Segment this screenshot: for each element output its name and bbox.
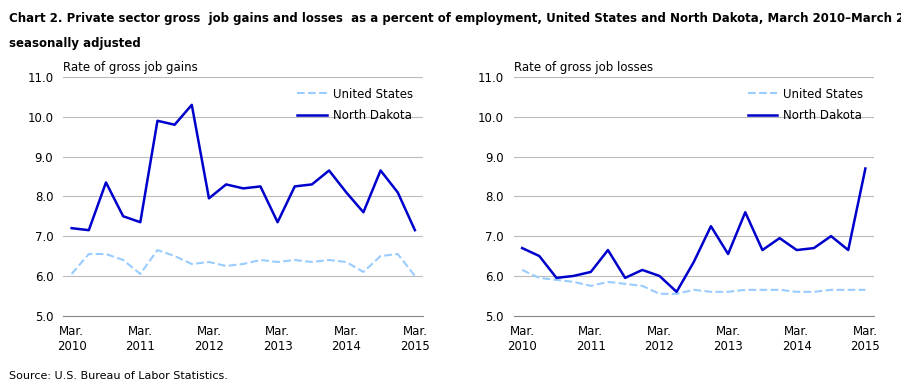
North Dakota — [169, 122, 180, 127]
Line: United States: United States — [72, 250, 414, 276]
North Dakota — [808, 246, 819, 250]
Text: seasonally adjusted: seasonally adjusted — [9, 37, 141, 50]
United States — [375, 254, 386, 258]
North Dakota — [187, 102, 197, 107]
United States — [569, 280, 579, 284]
Text: Source: U.S. Bureau of Labor Statistics.: Source: U.S. Bureau of Labor Statistics. — [9, 371, 228, 381]
United States — [341, 259, 351, 264]
United States — [306, 259, 317, 264]
United States — [517, 268, 528, 272]
North Dakota — [620, 276, 631, 280]
United States — [551, 278, 562, 282]
North Dakota — [67, 226, 77, 231]
North Dakota — [375, 168, 386, 173]
North Dakota — [409, 228, 420, 233]
North Dakota — [289, 184, 300, 189]
Text: Rate of gross job gains: Rate of gross job gains — [63, 62, 198, 74]
North Dakota — [791, 248, 802, 252]
United States — [842, 288, 853, 292]
United States — [238, 262, 249, 266]
North Dakota — [101, 180, 112, 185]
North Dakota — [860, 166, 870, 171]
North Dakota — [392, 190, 403, 195]
North Dakota — [723, 252, 733, 256]
North Dakota — [238, 186, 249, 191]
United States — [358, 270, 369, 274]
United States — [603, 280, 614, 284]
United States — [808, 290, 819, 294]
North Dakota — [654, 274, 665, 278]
North Dakota — [358, 210, 369, 214]
North Dakota — [255, 184, 266, 189]
United States — [152, 248, 163, 252]
North Dakota — [323, 168, 334, 173]
North Dakota — [774, 236, 785, 240]
United States — [740, 288, 751, 292]
United States — [169, 254, 180, 258]
Legend: United States, North Dakota: United States, North Dakota — [743, 83, 868, 127]
United States — [187, 262, 197, 266]
North Dakota — [221, 182, 232, 187]
North Dakota — [586, 270, 596, 274]
North Dakota — [135, 220, 146, 224]
United States — [409, 274, 420, 278]
United States — [757, 288, 768, 292]
United States — [791, 290, 802, 294]
North Dakota — [842, 248, 853, 252]
United States — [534, 276, 545, 280]
United States — [221, 264, 232, 268]
Text: Rate of gross job losses: Rate of gross job losses — [514, 62, 652, 74]
Line: United States: United States — [523, 270, 865, 294]
North Dakota — [534, 254, 545, 258]
North Dakota — [825, 234, 836, 238]
Line: North Dakota: North Dakota — [523, 169, 865, 292]
North Dakota — [757, 248, 768, 252]
North Dakota — [517, 246, 528, 250]
North Dakota — [688, 259, 699, 264]
United States — [135, 272, 146, 276]
North Dakota — [306, 182, 317, 187]
United States — [101, 252, 112, 256]
North Dakota — [569, 274, 579, 278]
North Dakota — [84, 228, 95, 233]
North Dakota — [341, 190, 351, 195]
United States — [860, 288, 870, 292]
North Dakota — [637, 268, 648, 272]
United States — [392, 252, 403, 256]
North Dakota — [705, 224, 716, 228]
North Dakota — [118, 214, 129, 219]
United States — [825, 288, 836, 292]
North Dakota — [152, 119, 163, 123]
North Dakota — [603, 248, 614, 252]
United States — [586, 283, 596, 288]
United States — [688, 288, 699, 292]
United States — [723, 290, 733, 294]
United States — [671, 291, 682, 296]
United States — [118, 258, 129, 262]
United States — [255, 258, 266, 262]
North Dakota — [272, 220, 283, 224]
United States — [620, 281, 631, 286]
United States — [84, 252, 95, 256]
United States — [774, 288, 785, 292]
Line: North Dakota: North Dakota — [72, 105, 414, 230]
United States — [289, 258, 300, 262]
North Dakota — [740, 210, 751, 214]
Legend: United States, North Dakota: United States, North Dakota — [293, 83, 417, 127]
United States — [705, 290, 716, 294]
North Dakota — [551, 276, 562, 280]
United States — [654, 291, 665, 296]
United States — [323, 258, 334, 262]
North Dakota — [204, 196, 214, 201]
United States — [272, 259, 283, 264]
United States — [67, 272, 77, 276]
Text: Chart 2. Private sector gross  job gains and losses  as a percent of employment,: Chart 2. Private sector gross job gains … — [9, 12, 901, 25]
United States — [637, 283, 648, 288]
North Dakota — [671, 290, 682, 294]
United States — [204, 259, 214, 264]
